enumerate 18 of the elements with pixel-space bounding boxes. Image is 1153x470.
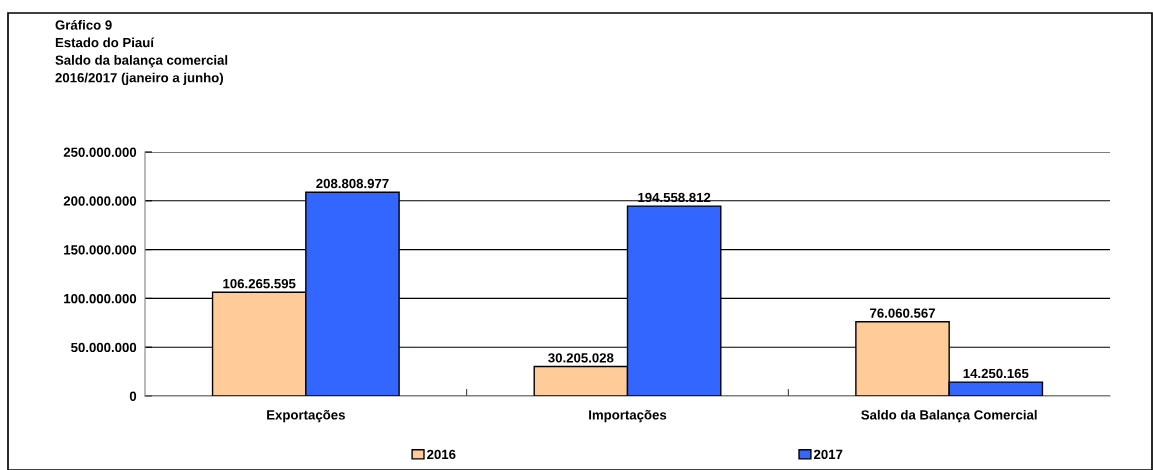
data-label: 30.205.028 (548, 353, 614, 363)
y-tick-label: 0 (129, 391, 137, 401)
data-label: 76.060.567 (870, 308, 935, 318)
x-tick-label: Importações (589, 409, 667, 423)
chart-title: Gráfico 9 Estado do Piauí Saldo da balança comercial 2016/2017 (janeiro a junho) (55, 19, 228, 85)
legend-label: 2016 (427, 449, 456, 460)
y-tick-label: 250.000.000 (63, 147, 137, 157)
y-tick-label: 200.000.000 (63, 196, 137, 206)
y-tick-label: 150.000.000 (64, 245, 137, 255)
data-label: 208.808.977 (316, 178, 389, 189)
data-label: 14.250.165 (963, 368, 1029, 379)
legend-label: 2017 (814, 449, 843, 460)
y-tick-label: 50.000.000 (71, 342, 137, 353)
x-tick-label: Saldo da Balança Comercial (861, 409, 1037, 423)
data-label: 106.265.595 (223, 278, 296, 289)
data-label: 194.558.812 (638, 192, 711, 203)
x-tick-label: Exportações (267, 409, 345, 423)
y-tick-label: 100.000.000 (64, 293, 137, 304)
